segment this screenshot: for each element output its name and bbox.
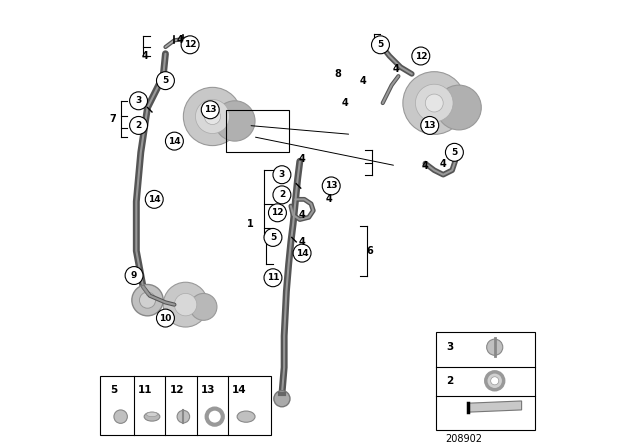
Text: 4: 4 bbox=[422, 161, 429, 171]
Circle shape bbox=[269, 204, 287, 222]
Text: 4: 4 bbox=[393, 65, 399, 74]
Circle shape bbox=[273, 166, 291, 184]
Circle shape bbox=[264, 228, 282, 246]
Circle shape bbox=[486, 372, 504, 390]
Text: 3: 3 bbox=[279, 170, 285, 179]
Ellipse shape bbox=[237, 411, 255, 422]
Text: 5: 5 bbox=[451, 148, 458, 157]
Text: 7: 7 bbox=[109, 114, 116, 124]
Text: 3: 3 bbox=[136, 96, 141, 105]
Circle shape bbox=[114, 410, 127, 423]
Circle shape bbox=[177, 410, 189, 423]
Circle shape bbox=[412, 47, 430, 65]
Circle shape bbox=[293, 244, 311, 262]
Text: 5: 5 bbox=[110, 385, 118, 395]
Text: 12: 12 bbox=[415, 52, 427, 60]
Circle shape bbox=[184, 87, 242, 146]
Circle shape bbox=[129, 92, 148, 110]
Polygon shape bbox=[468, 401, 522, 412]
Text: 2: 2 bbox=[136, 121, 141, 130]
Text: 12: 12 bbox=[184, 40, 196, 49]
Circle shape bbox=[215, 101, 255, 141]
Text: 4: 4 bbox=[359, 76, 366, 86]
Text: 10: 10 bbox=[159, 314, 172, 323]
Circle shape bbox=[175, 293, 197, 316]
Circle shape bbox=[323, 177, 340, 195]
Circle shape bbox=[372, 36, 390, 54]
Circle shape bbox=[156, 309, 174, 327]
Text: 11: 11 bbox=[138, 385, 152, 395]
Text: 4: 4 bbox=[299, 210, 305, 220]
Circle shape bbox=[201, 101, 219, 119]
Circle shape bbox=[415, 84, 453, 122]
Text: 12: 12 bbox=[271, 208, 284, 217]
Text: 4: 4 bbox=[177, 35, 183, 45]
Circle shape bbox=[181, 36, 199, 54]
Circle shape bbox=[421, 116, 439, 134]
Text: 4: 4 bbox=[440, 159, 447, 168]
Circle shape bbox=[140, 292, 156, 308]
Text: 5: 5 bbox=[163, 76, 168, 85]
Bar bbox=[100, 376, 271, 435]
Text: 4: 4 bbox=[299, 154, 305, 164]
Circle shape bbox=[195, 99, 230, 134]
Text: 14: 14 bbox=[148, 195, 161, 204]
Circle shape bbox=[129, 116, 148, 134]
Circle shape bbox=[145, 190, 163, 208]
Text: 9: 9 bbox=[131, 271, 137, 280]
Circle shape bbox=[486, 339, 503, 355]
Text: 208902: 208902 bbox=[445, 434, 482, 444]
Text: 14: 14 bbox=[168, 137, 180, 146]
Text: 4: 4 bbox=[142, 51, 148, 61]
Bar bbox=[436, 332, 535, 430]
Circle shape bbox=[156, 72, 174, 90]
Ellipse shape bbox=[144, 412, 160, 421]
Text: 4: 4 bbox=[299, 237, 305, 247]
Circle shape bbox=[190, 293, 217, 320]
Circle shape bbox=[436, 85, 481, 130]
Text: 11: 11 bbox=[267, 273, 279, 282]
Circle shape bbox=[163, 282, 208, 327]
Circle shape bbox=[165, 132, 184, 150]
Ellipse shape bbox=[147, 412, 157, 417]
Circle shape bbox=[274, 391, 290, 407]
Text: 5: 5 bbox=[378, 40, 383, 49]
Text: 6: 6 bbox=[366, 246, 372, 256]
Circle shape bbox=[426, 94, 444, 112]
Text: 2: 2 bbox=[279, 190, 285, 199]
Text: 8: 8 bbox=[335, 69, 341, 79]
Text: 1: 1 bbox=[247, 219, 254, 229]
Circle shape bbox=[491, 377, 499, 385]
Circle shape bbox=[445, 143, 463, 161]
Circle shape bbox=[403, 72, 466, 134]
Circle shape bbox=[132, 284, 163, 316]
Text: 13: 13 bbox=[204, 105, 216, 114]
Text: 4: 4 bbox=[341, 98, 348, 108]
Text: 14: 14 bbox=[232, 385, 246, 395]
Circle shape bbox=[204, 108, 221, 125]
Text: 14: 14 bbox=[296, 249, 308, 258]
Text: 13: 13 bbox=[325, 181, 337, 190]
Text: 3: 3 bbox=[446, 342, 454, 352]
Circle shape bbox=[273, 186, 291, 204]
Text: 13: 13 bbox=[424, 121, 436, 130]
Circle shape bbox=[264, 269, 282, 287]
Text: 5: 5 bbox=[270, 233, 276, 242]
Circle shape bbox=[125, 267, 143, 284]
Text: 13: 13 bbox=[201, 385, 215, 395]
Text: 2: 2 bbox=[446, 376, 454, 386]
Text: 4: 4 bbox=[326, 194, 332, 204]
Text: 12: 12 bbox=[170, 385, 184, 395]
